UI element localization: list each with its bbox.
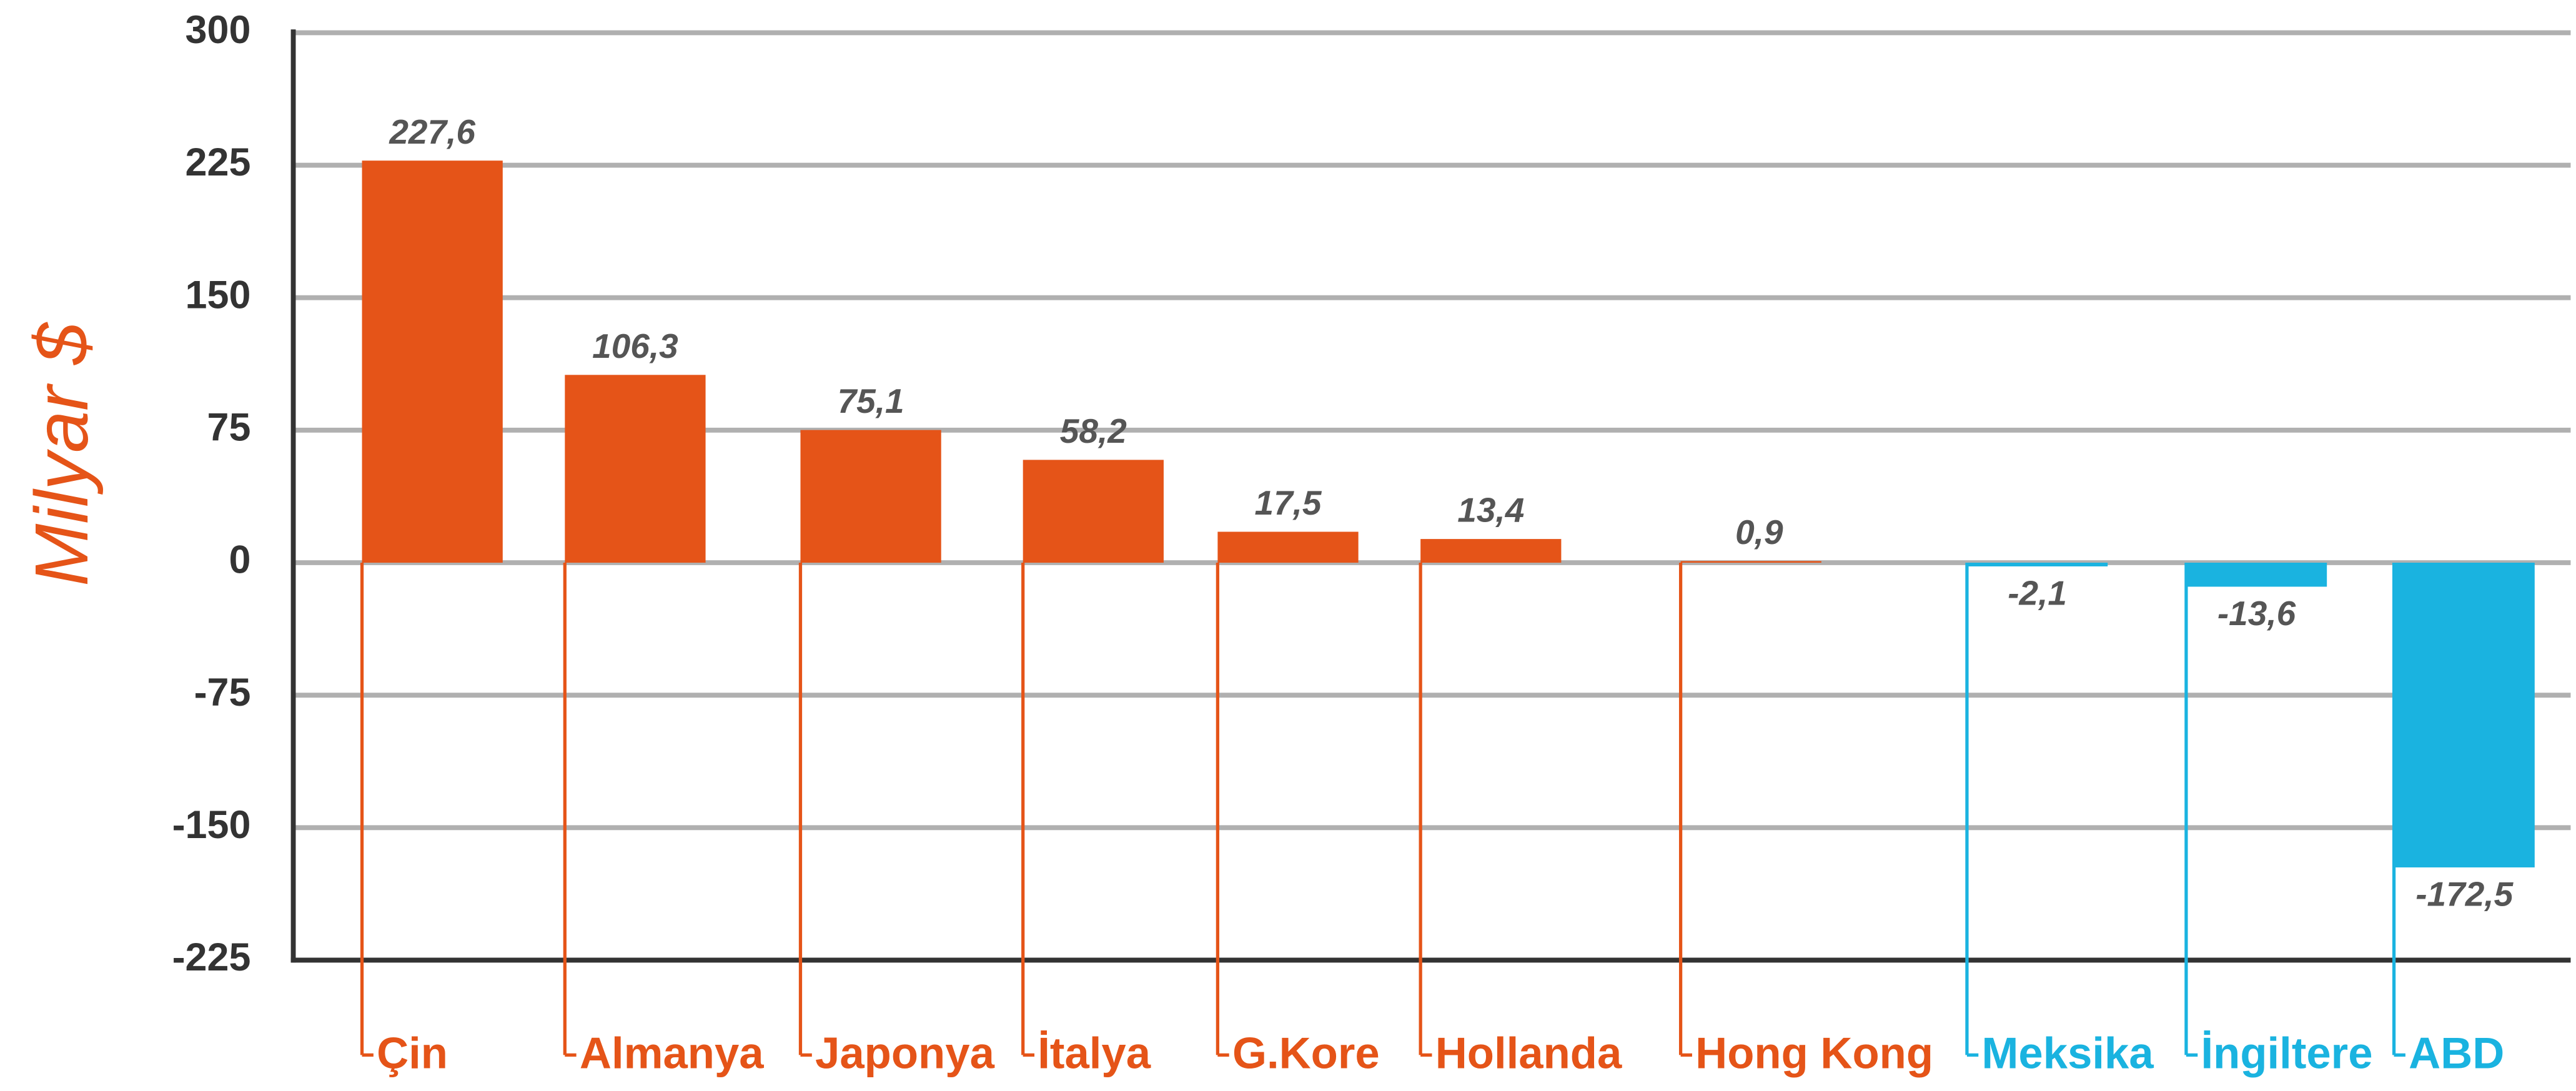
data-label: 0,9 [1735, 513, 1783, 551]
y-tick-label: -150 [172, 803, 251, 847]
data-label: 75,1 [838, 382, 904, 420]
y-tick-label: 300 [186, 8, 251, 52]
x-tick-label: İtalya [1038, 1029, 1151, 1078]
data-label: 13,4 [1457, 491, 1524, 530]
y-axis-label: Milyar $ [19, 322, 104, 586]
bar [1966, 563, 2108, 566]
y-tick-label: -225 [172, 935, 251, 979]
y-tick-label: -75 [194, 671, 251, 714]
data-label: -2,1 [2008, 574, 2067, 613]
x-tick-label: ABD [2409, 1029, 2504, 1078]
x-tick-label: Japonya [815, 1029, 995, 1078]
y-tick-label: 225 [186, 141, 251, 184]
bar [1680, 561, 1821, 563]
x-tick-label: Almanya [580, 1029, 764, 1078]
x-tick-label: Meksika [1982, 1029, 2154, 1078]
data-label: -13,6 [2217, 594, 2296, 633]
y-tick-label: 0 [229, 538, 250, 582]
bar [1217, 531, 1359, 563]
data-label: 17,5 [1254, 483, 1322, 522]
data-label: -172,5 [2415, 875, 2514, 914]
bar [800, 430, 941, 563]
bar [565, 375, 706, 563]
x-tick-label: Hong Kong [1695, 1029, 1933, 1078]
x-tick-label: Çin [377, 1029, 448, 1078]
bar [2186, 563, 2327, 587]
data-label: 106,3 [592, 327, 678, 365]
y-tick-label: 150 [186, 273, 251, 317]
bar [1420, 539, 1562, 563]
bar [362, 160, 503, 563]
x-tick-label: Hollanda [1435, 1029, 1622, 1078]
x-tick-label: G.Kore [1232, 1029, 1380, 1078]
data-label: 58,2 [1060, 412, 1127, 450]
data-label: 227,6 [389, 112, 475, 151]
y-tick-label: 75 [207, 405, 251, 449]
x-tick-label: İngiltere [2201, 1029, 2373, 1078]
bar [1023, 460, 1164, 563]
bar [2394, 563, 2535, 867]
